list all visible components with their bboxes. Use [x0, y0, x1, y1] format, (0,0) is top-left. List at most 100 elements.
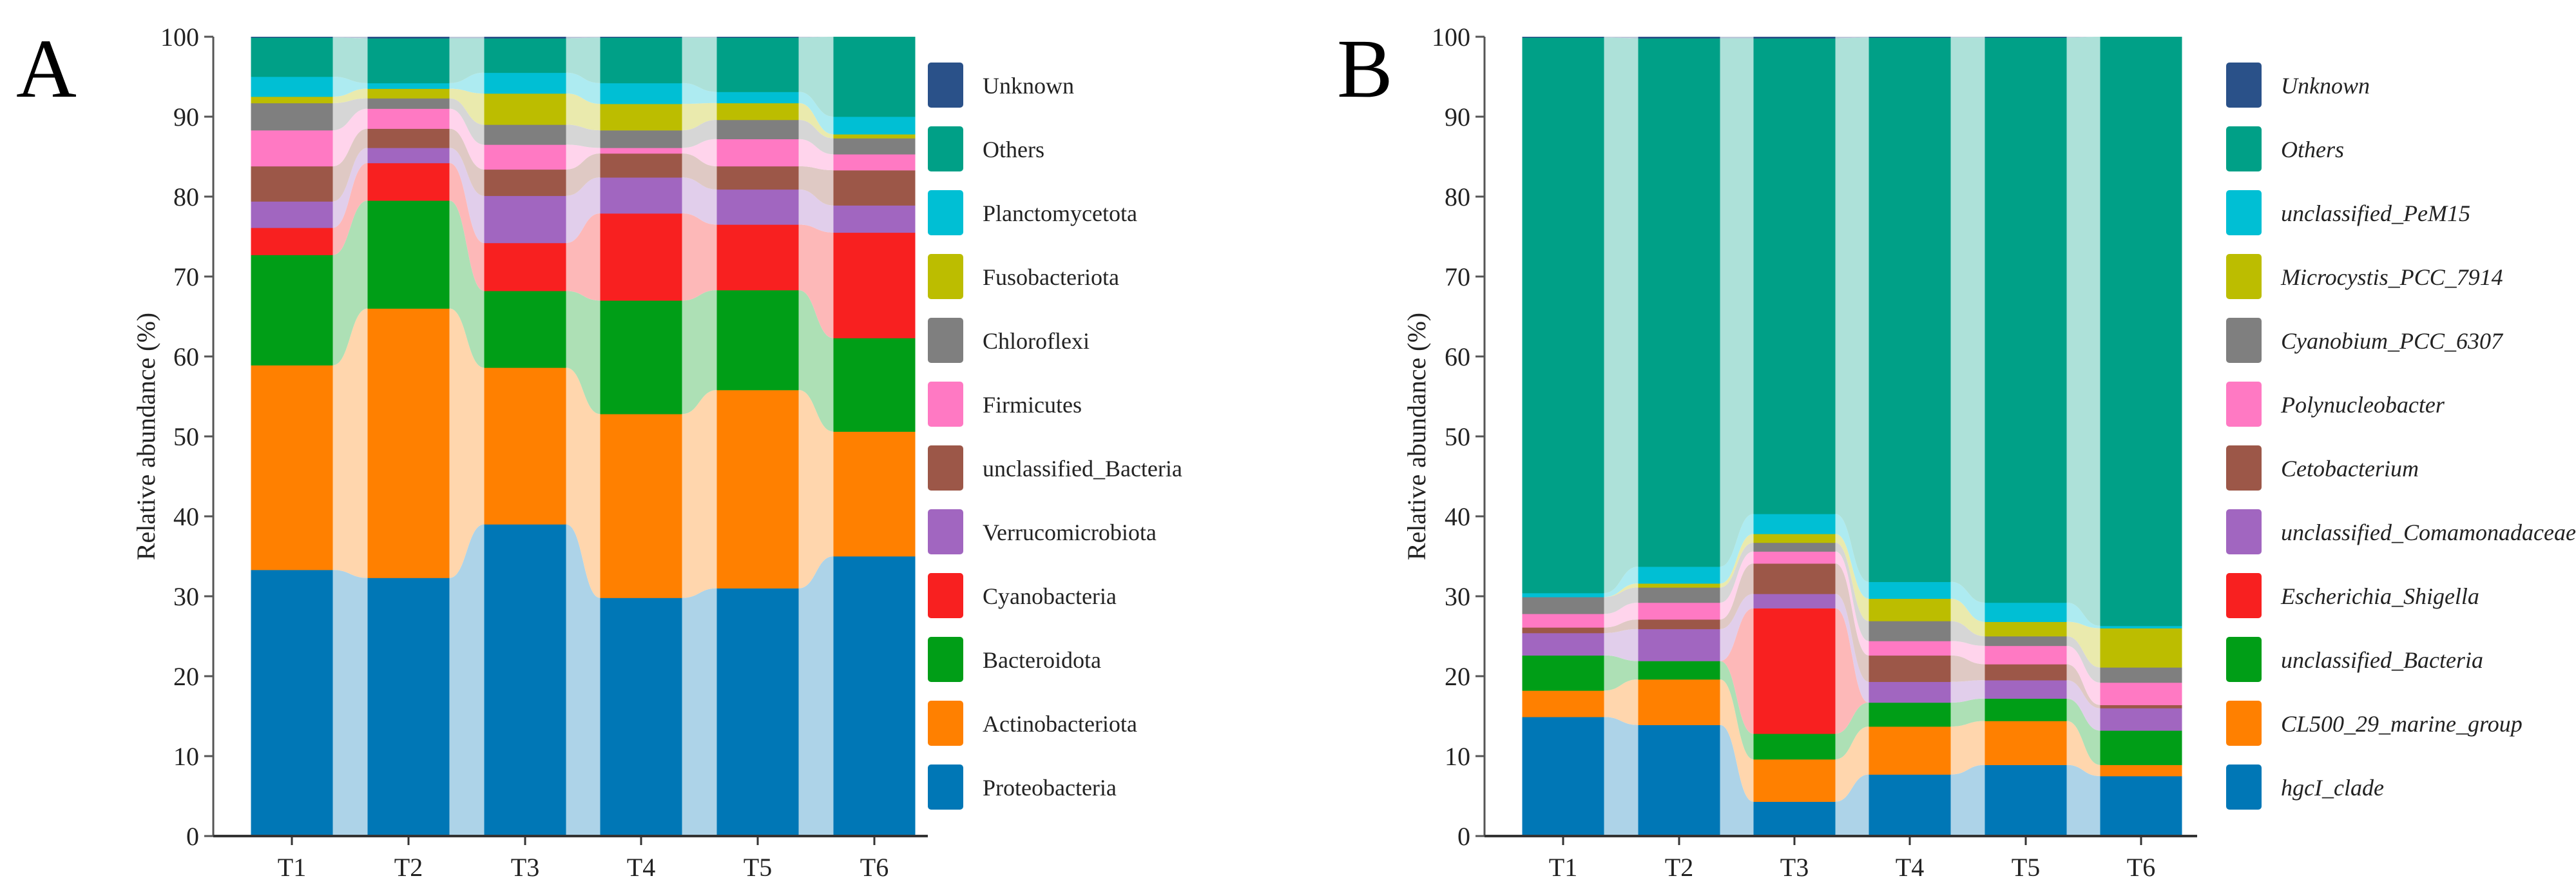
bar-segment-t1-polynucleobacter [1522, 614, 1604, 628]
bar-segment-t4-unclassified-pem15 [1869, 581, 1951, 599]
flow-band-polynucleobacter [1950, 641, 1985, 665]
flow-band-fusobacteriota [798, 102, 834, 139]
flow-band-escherichia-shigella [1720, 608, 1754, 734]
legend-item: Unknown [928, 63, 1074, 108]
bar-segment-t2-chloroflexi [367, 98, 450, 109]
y-tick-label: 60 [173, 342, 199, 371]
bar-segment-t1-proteobacteria [251, 570, 333, 837]
bar-segment-t6-firmicutes [833, 154, 916, 171]
bar-segment-t2-planctomycetota [367, 83, 450, 89]
bar-segment-t3-actinobacteriota [484, 367, 566, 525]
bar-segment-t4-unclassified-bacteria [1869, 702, 1951, 727]
bar-segment-t3-cyanobacteria [484, 242, 566, 291]
bar-segment-t1-unclassified-comamonadaceae [1522, 633, 1604, 656]
y-tick-label: 50 [173, 422, 199, 451]
legend-swatch [2226, 701, 2262, 746]
flow-band-verrucomicrobiota [798, 189, 834, 233]
bar-segment-t2-proteobacteria [367, 578, 450, 837]
bar-segment-t2-bacteroidota [367, 200, 450, 309]
x-tick-label: T5 [744, 853, 772, 882]
bar-segment-t1-cyanobacteria [251, 228, 333, 255]
legend-item: Microcystis_PCC_7914 [2226, 254, 2503, 299]
bar-segment-t4-unknown [1869, 37, 1951, 38]
flow-band-cetobacterium [1720, 563, 1754, 629]
legend-item: Others [928, 126, 1044, 171]
bar-segment-t5-cl500-29-marine-group [1985, 721, 2067, 765]
bar-segment-t2-cyanobium-pcc-6307 [1638, 587, 1720, 603]
legend-item: Planctomycetota [928, 190, 1137, 235]
x-tick-label: T6 [2127, 853, 2155, 882]
legend-item: Actinobacteriota [928, 701, 1137, 746]
legend-item: unclassified_PeM15 [2226, 190, 2470, 235]
bar-segment-t2-polynucleobacter [1638, 602, 1720, 620]
flow-band-verrucomicrobiota [449, 148, 485, 243]
legend-swatch [2226, 509, 2262, 554]
y-tick-label: 30 [1445, 582, 1470, 611]
legend-item: unclassified_Bacteria [2226, 637, 2483, 682]
bar-segment-t1-cyanobium-pcc-6307 [1522, 597, 1604, 614]
bar-segment-t1-fusobacteriota [251, 97, 333, 104]
legend-label: Others [983, 137, 1044, 162]
bar-segment-t2-fusobacteriota [367, 88, 450, 99]
flow-band-fusobacteriota [332, 88, 368, 103]
legend-swatch [2226, 190, 2262, 235]
flow-band-bacteroidota [682, 290, 717, 414]
bar-segment-t3-unclassified-comamonadaceae [1753, 594, 1836, 609]
bar-segment-t3-others [1753, 38, 1836, 514]
flow-band-cyanobium-pcc-6307 [1720, 542, 1754, 603]
flow-band-unclassified-bacteria [566, 153, 601, 196]
flow-band-unclassified-bacteria [1835, 702, 1869, 759]
legend-label: unclassified_PeM15 [2281, 200, 2470, 226]
bar-segment-t5-cetobacterium [1985, 664, 2067, 681]
legend-swatch [2226, 126, 2262, 171]
flow-band-chloroflexi [449, 98, 485, 145]
bar-segment-t2-hgci-clade [1638, 725, 1720, 837]
flow-band-firmicutes [566, 144, 601, 170]
flow-band-firmicutes [798, 139, 834, 171]
bar-segment-t6-fusobacteriota [833, 134, 916, 139]
legend-swatch [2226, 637, 2262, 682]
bar-segment-t2-verrucomicrobiota [367, 148, 450, 164]
bar-segment-t6-chloroflexi [833, 138, 916, 155]
legend-item: Cyanobacteria [928, 573, 1117, 618]
x-tick-label: T2 [394, 853, 423, 882]
bar-segment-t2-others [1638, 38, 1720, 567]
flow-band-actinobacteriota [332, 308, 368, 578]
flow-band-others [1720, 38, 1754, 567]
y-tick-label: 80 [173, 182, 199, 211]
bar-segment-t5-verrucomicrobiota [716, 189, 799, 225]
flow-band-polynucleobacter [2066, 645, 2100, 705]
bar-segment-t1-unclassified-bacteria [251, 166, 333, 202]
legend-label: unclassified_Bacteria [2281, 647, 2483, 673]
legend-swatch [928, 318, 963, 363]
flow-band-polynucleobacter [1720, 551, 1754, 619]
y-tick-label: 40 [173, 502, 199, 531]
y-tick-label: 90 [1445, 102, 1470, 131]
flow-band-unclassified-bacteria [1950, 698, 1985, 727]
bar-segment-t2-unknown [367, 37, 450, 39]
bar-segment-t1-bacteroidota [251, 255, 333, 365]
flow-band-cyanobacteria [798, 224, 834, 338]
bar-segment-t5-firmicutes [716, 139, 799, 167]
bar-segment-t6-planctomycetota [833, 117, 916, 135]
legend-item: unclassified_Comamonadaceae [2226, 509, 2576, 554]
flow-band-unclassified-pem15 [1604, 567, 1639, 598]
x-tick-label: T4 [627, 853, 655, 882]
legend: Unknown Others Planctomycetota Fusobacterio… [928, 63, 1182, 810]
legend-item: Others [2226, 126, 2344, 171]
y-tick-label: 20 [1445, 662, 1470, 691]
bar-segment-t4-hgci-clade [1869, 774, 1951, 837]
flow-band-unknown [449, 37, 485, 39]
y-tick-label: 0 [1457, 822, 1470, 851]
flow-band-unclassified-bacteria [1720, 661, 1754, 759]
legend-label: Unknown [2281, 73, 2370, 99]
flow-band-unclassified-bacteria [1604, 655, 1639, 691]
legend-swatch [928, 254, 963, 299]
flow-band-bacteroidota [566, 291, 601, 414]
bar-segment-t6-others [833, 37, 916, 117]
legend-label: Actinobacteriota [983, 711, 1137, 737]
x-tick-label: T6 [860, 853, 889, 882]
bar-segment-t3-microcystis-pcc-7914 [1753, 534, 1836, 543]
x-tick-label: T1 [278, 853, 306, 882]
flow-band-proteobacteria [566, 524, 601, 836]
